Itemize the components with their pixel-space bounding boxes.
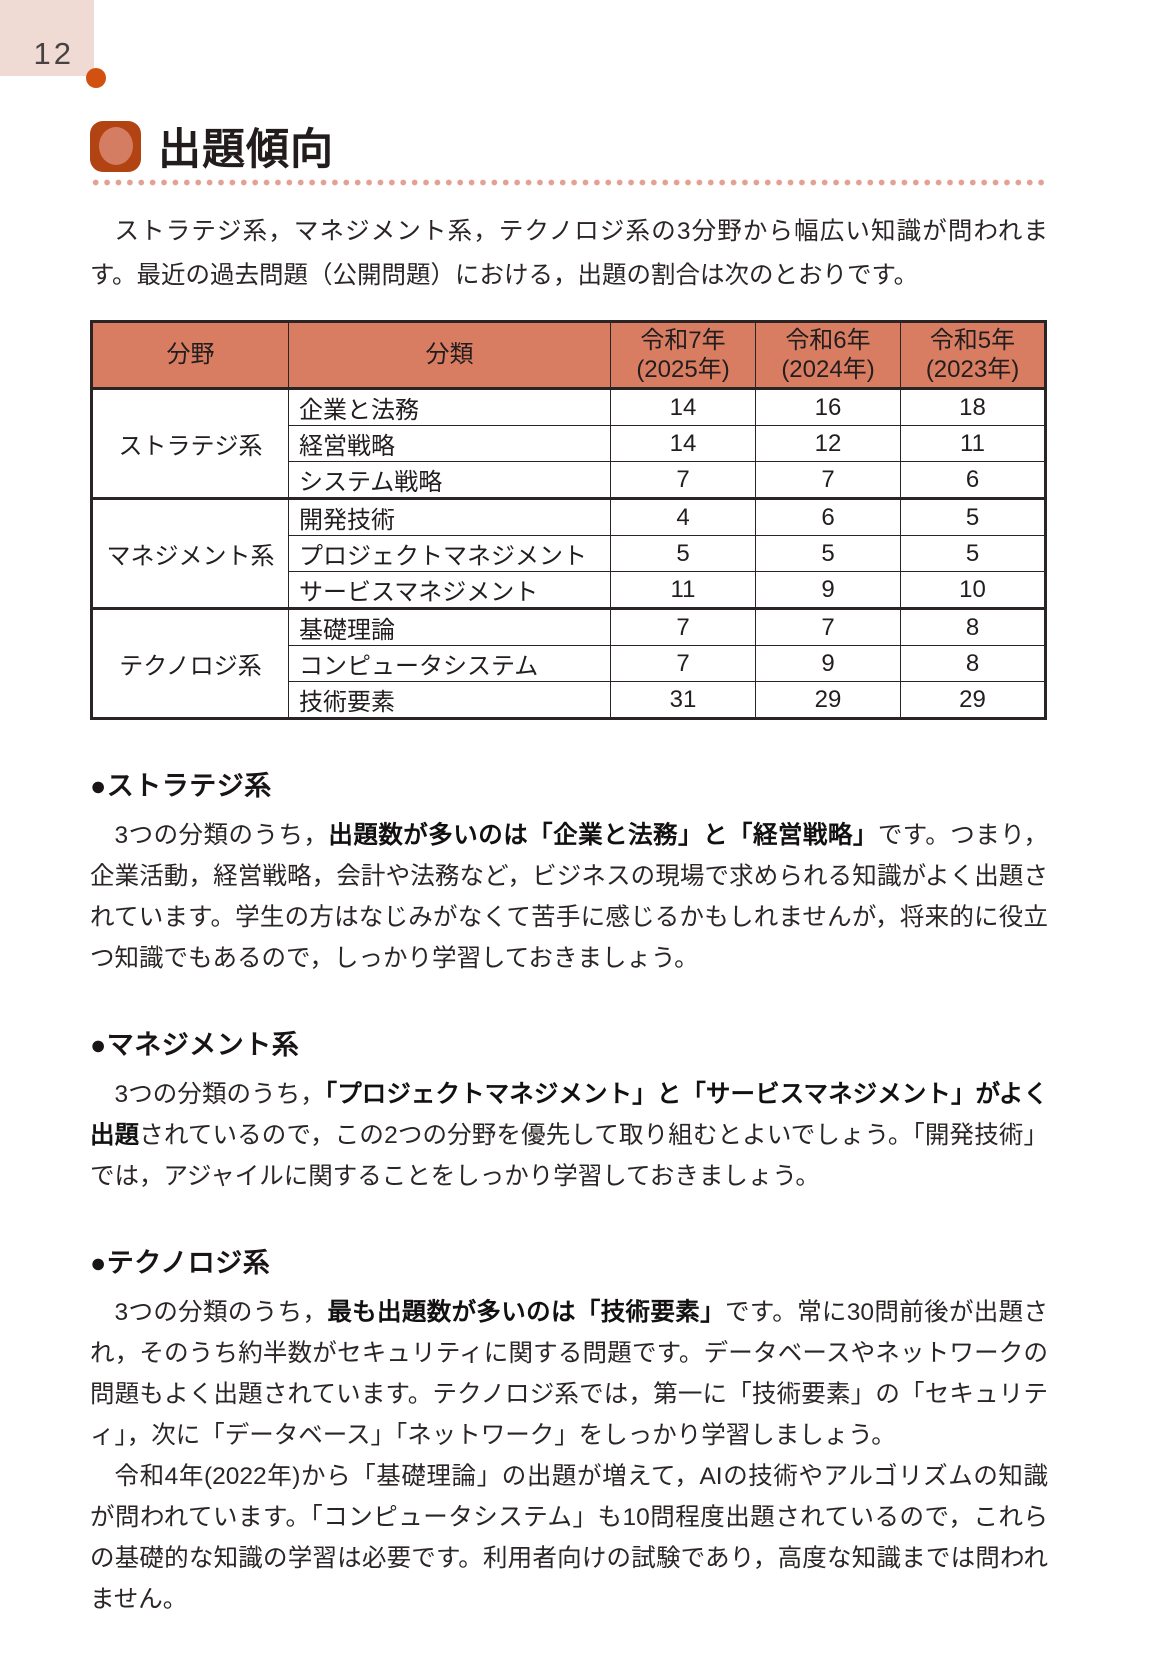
count-cell: 6 (755, 497, 901, 536)
count-cell: 5 (755, 535, 901, 572)
table-row: サービスマネジメント 11 9 10 (92, 571, 1046, 609)
count-cell: 5 (610, 535, 756, 572)
count-cell: 16 (755, 387, 901, 426)
year-label: (2025年) (636, 356, 730, 383)
exam-frequency-table: 分野 分類 令和7年 (2025年) 令和6年 (2024年) 令和5年 (2023年) スト… (90, 320, 1047, 720)
text-run: 3つの分類のうち， (114, 1299, 328, 1326)
category-cell: 経営戦略 (288, 425, 611, 462)
count-cell: 18 (900, 387, 1046, 426)
count-cell: 7 (610, 645, 756, 682)
count-cell: 5 (900, 497, 1046, 536)
corner-dot-icon (86, 68, 106, 88)
field-cell: ストラテジ系 (91, 387, 289, 499)
page-title: 出題傾向 (158, 126, 334, 174)
count-cell: 6 (900, 461, 1046, 499)
page-number: 12 (33, 36, 74, 71)
topic-section: ●マネジメント系 3つの分類のうち，「プロジェクトマネジメント」と「サービスマネジ… (90, 1023, 1048, 1197)
topic-paragraph: 3つの分類のうち，「プロジェクトマネジメント」と「サービスマネジメント」がよく出… (90, 1074, 1048, 1197)
topic-section: ●ストラテジ系 3つの分類のうち，出題数が多いのは「企業と法務」と「経営戦略」です… (90, 764, 1048, 979)
count-cell: 5 (900, 535, 1046, 572)
table-row: ストラテジ系 企業と法務 14 16 18 (91, 387, 1046, 499)
category-cell: サービスマネジメント (288, 571, 611, 609)
topic-paragraph: 3つの分類のうち，最も出題数が多いのは「技術要素」です。常に30問前後が出題され… (90, 1292, 1048, 1456)
sections: ●ストラテジ系 3つの分類のうち，出題数が多いのは「企業と法務」と「経営戦略」です… (90, 764, 1048, 1620)
category-cell: 技術要素 (288, 681, 611, 719)
title-badge-icon (90, 120, 141, 172)
category-cell: 基礎理論 (288, 607, 611, 646)
year-column-header: 令和5年 (2023年) (900, 321, 1046, 390)
topic-heading: ●ストラテジ系 (90, 771, 272, 801)
field-cell: マネジメント系 (91, 497, 289, 609)
text-run: 令和4年(2022年)から「基礎理論」の出題が増えて，AIの技術やアルゴリズムの… (90, 1463, 1048, 1613)
topic-heading: ●マネジメント系 (90, 1030, 300, 1060)
count-cell: 11 (610, 571, 756, 609)
emphasis-text: 出題数が多いのは「企業と法務」と「経営戦略」 (328, 822, 878, 849)
count-cell: 12 (755, 425, 901, 462)
table-row: マネジメント系 開発技術 4 6 5 (91, 497, 1046, 609)
year-column-header: 令和6年 (2024年) (755, 321, 901, 390)
count-cell: 14 (610, 387, 756, 426)
table-body: ストラテジ系 企業と法務 14 16 18 経営戦略 14 12 11 システム戦略 7 7 6 マネジメ… (91, 387, 1046, 719)
emphasis-text: 最も出題数が多いのは「技術要素」 (327, 1299, 725, 1326)
table-head: 分野 分類 令和7年 (2025年) 令和6年 (2024年) 令和5年 (2023年) (91, 321, 1046, 390)
text-run: 3つの分類のうち， (114, 822, 329, 849)
count-cell: 10 (900, 571, 1046, 609)
topic-paragraph: 令和4年(2022年)から「基礎理論」の出題が増えて，AIの技術やアルゴリズムの… (90, 1456, 1048, 1620)
table-row: プロジェクトマネジメント 5 5 5 (92, 535, 1046, 572)
category-cell: 開発技術 (288, 497, 611, 536)
table-header-row: 分野 分類 令和7年 (2025年) 令和6年 (2024年) 令和5年 (2023年) (91, 321, 1046, 390)
title-badge-inner-circle (98, 127, 133, 165)
topic-paragraph: 3つの分類のうち，出題数が多いのは「企業と法務」と「経営戦略」です。つまり，企業… (90, 815, 1048, 979)
emphasis-text: 「プロジェクトマネジメント」と「サービスマネジメント」がよく出題 (90, 1081, 1048, 1149)
count-cell: 7 (610, 607, 756, 646)
count-cell: 31 (610, 681, 756, 719)
count-cell: 11 (900, 425, 1046, 462)
table-row: システム戦略 7 7 6 (92, 461, 1046, 499)
column-header: 分野 (91, 321, 289, 390)
count-cell: 8 (900, 645, 1046, 682)
topic-heading: ●テクノロジ系 (90, 1248, 271, 1278)
table-row: 経営戦略 14 12 11 (92, 425, 1046, 462)
year-label: (2024年) (781, 356, 875, 383)
count-cell: 7 (755, 461, 901, 499)
page-corner-block: 12 (0, 0, 106, 88)
count-cell: 7 (755, 607, 901, 646)
era-label: 令和5年 (929, 327, 1016, 354)
table-row: コンピュータシステム 7 9 8 (92, 645, 1046, 682)
count-cell: 7 (610, 461, 756, 499)
count-cell: 29 (755, 681, 901, 719)
category-cell: 企業と法務 (288, 387, 611, 426)
intro-paragraph: ストラテジ系，マネジメント系，テクノロジ系の3分野から幅広い知識が問われます。最… (90, 218, 1048, 289)
text-run: 3つの分類のうち， (114, 1081, 325, 1108)
year-column-header: 令和7年 (2025年) (610, 321, 756, 390)
dotted-divider (90, 179, 1048, 186)
topic-section: ●テクノロジ系 3つの分類のうち，最も出題数が多いのは「技術要素」です。常に30問… (90, 1241, 1048, 1620)
category-cell: システム戦略 (288, 461, 611, 499)
table-row: 技術要素 31 29 29 (92, 681, 1046, 719)
count-cell: 9 (755, 571, 901, 609)
count-cell: 14 (610, 425, 756, 462)
field-cell: テクノロジ系 (91, 607, 289, 719)
page-content: 出題傾向 ストラテジ系，マネジメント系，テクノロジ系の3分野から幅広い知識が問わ… (90, 120, 1048, 1620)
era-label: 令和7年 (640, 327, 726, 354)
text-run: です。つまり，企業活動，経営戦略，会計や法務など，ビジネスの現場で求められる知識… (90, 822, 1048, 972)
text-run: です。常に30問前後が出題され，そのうち約半数がセキュリティに関する問題です。デ… (90, 1299, 1049, 1449)
count-cell: 4 (610, 497, 756, 536)
era-label: 令和6年 (785, 327, 871, 354)
count-cell: 9 (755, 645, 901, 682)
title-row: 出題傾向 (90, 120, 1048, 174)
category-cell: コンピュータシステム (288, 645, 611, 682)
table-row: テクノロジ系 基礎理論 7 7 8 (91, 607, 1046, 719)
year-label: (2023年) (925, 356, 1020, 383)
count-cell: 8 (900, 607, 1046, 646)
column-header: 分類 (288, 321, 611, 390)
category-cell: プロジェクトマネジメント (288, 535, 611, 572)
text-run: されているので，この2つの分野を優先して取り組むとよいでしょう。「開発技術」では… (90, 1122, 1048, 1190)
count-cell: 29 (900, 681, 1046, 719)
